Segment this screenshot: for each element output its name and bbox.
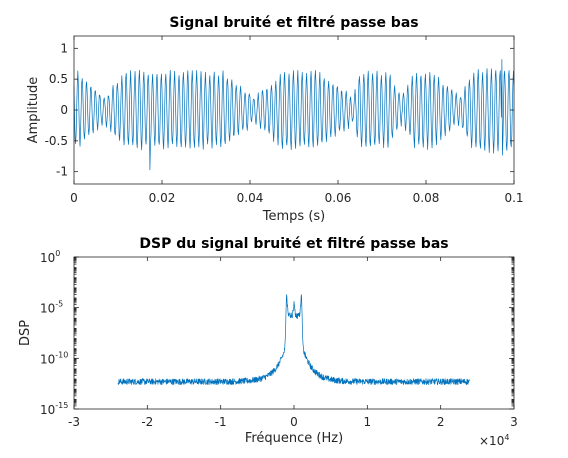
time-x-tick-label: 0.08 <box>413 191 440 205</box>
time-x-tick-label: 0 <box>70 191 78 205</box>
time-plot-y-ticks: -1 -0.5 0 0.5 1 <box>45 41 514 179</box>
time-plot-ylabel: Amplitude <box>26 77 41 144</box>
psd-plot-area <box>74 257 514 409</box>
time-x-tick-label: 0.02 <box>149 191 176 205</box>
time-x-tick-label: 0.04 <box>237 191 264 205</box>
time-y-tick-label: 0.5 <box>49 72 68 86</box>
psd-plot-ylabel: DSP <box>18 320 33 346</box>
psd-x-tick-label: -2 <box>141 415 153 429</box>
psd-x-tick-label: 0 <box>290 415 298 429</box>
psd-x-multiplier: ×104 <box>479 433 509 448</box>
psd-x-tick-label: -1 <box>215 415 227 429</box>
time-x-tick-label: 0.1 <box>504 191 523 205</box>
time-plot: Signal bruité et filtré passe bas 0 0.02 0… <box>26 15 524 224</box>
psd-x-tick-label: 3 <box>510 415 518 429</box>
psd-line <box>117 294 471 386</box>
psd-plot: DSP du signal bruité et filtré passe bas… <box>18 236 518 448</box>
psd-x-tick-label: 1 <box>364 415 372 429</box>
time-signal-line <box>73 59 515 171</box>
time-x-tick-label: 0.06 <box>325 191 352 205</box>
time-y-tick-label: -0.5 <box>45 134 68 148</box>
psd-x-tick-label: 2 <box>437 415 445 429</box>
time-plot-area <box>74 36 514 184</box>
time-y-tick-label: 0 <box>60 103 68 117</box>
time-plot-xlabel: Temps (s) <box>262 209 325 224</box>
psd-x-tick-label: -3 <box>68 415 80 429</box>
time-y-tick-label: -1 <box>56 165 68 179</box>
psd-plot-xlabel: Fréquence (Hz) <box>245 431 343 446</box>
time-plot-x-ticks: 0 0.02 0.04 0.06 0.08 0.1 <box>70 36 524 205</box>
time-plot-title: Signal bruité et filtré passe bas <box>169 15 418 31</box>
psd-plot-title: DSP du signal bruité et filtré passe bas <box>139 236 448 252</box>
time-y-tick-label: 1 <box>60 41 68 55</box>
